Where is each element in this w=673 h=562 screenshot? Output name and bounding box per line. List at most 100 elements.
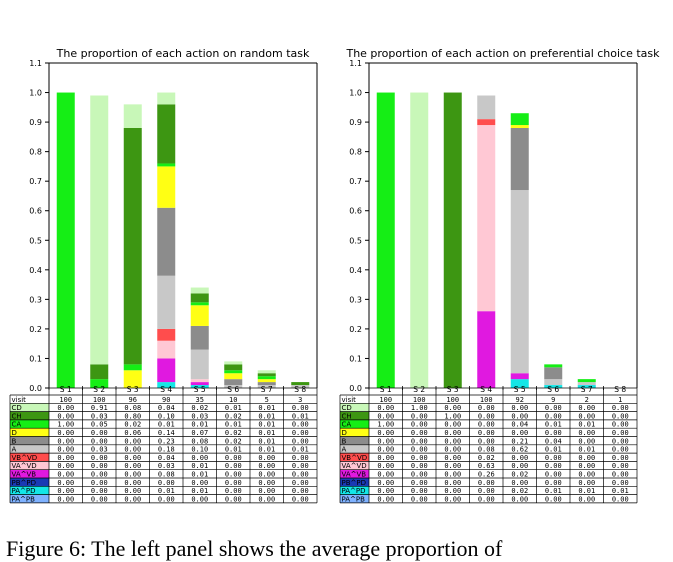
table-cell: 100 <box>413 396 426 404</box>
table-cell: 0.00 <box>377 479 394 487</box>
table-cell: 0.08 <box>478 446 495 454</box>
row-label: PA^PD <box>12 487 36 495</box>
table-cell: 0.00 <box>511 495 528 503</box>
table-cell: 0.01 <box>578 446 595 454</box>
bar-segment-a <box>291 385 310 388</box>
y-tick-label: 0.3 <box>349 295 362 304</box>
bar-segment-a <box>257 385 276 388</box>
bar-segment-a <box>510 190 529 374</box>
bar-segment-vb-vd <box>157 328 176 341</box>
y-tick-label: 0.0 <box>349 384 362 393</box>
row-label: CA <box>12 421 22 429</box>
table-cell: 0.00 <box>578 462 595 470</box>
table-cell: 0.01 <box>545 487 562 495</box>
table-cell: 0.02 <box>225 437 242 445</box>
table-cell: 0.04 <box>158 404 175 412</box>
table-cell: 0.00 <box>57 471 74 479</box>
table-cell: 0.21 <box>511 437 528 445</box>
table-cell: 0.00 <box>292 479 309 487</box>
table-cell: 90 <box>162 396 170 404</box>
y-tick-label: 0.7 <box>29 177 42 186</box>
table-cell: 0.07 <box>191 429 208 437</box>
category-label: S 8 <box>614 385 626 394</box>
table-cell: 0.01 <box>191 462 208 470</box>
table-cell: 0.02 <box>478 454 495 462</box>
y-tick-label: 1.1 <box>29 59 42 68</box>
bar-segment-a <box>477 95 496 120</box>
table-cell: 10 <box>229 396 237 404</box>
table-cell: 0.00 <box>258 479 275 487</box>
bar-segment-pa-pd <box>510 379 529 388</box>
table-cell: 0.00 <box>57 404 74 412</box>
bar-segment-ca <box>123 364 142 371</box>
table-cell: 0.03 <box>158 462 175 470</box>
y-tick-label: 0.7 <box>349 177 362 186</box>
table-cell: 0.01 <box>612 487 629 495</box>
bar-segment-cd <box>157 92 176 105</box>
bar-segment-a <box>157 275 176 329</box>
table-cell: 0.00 <box>444 479 461 487</box>
bar-segment-b <box>257 382 276 386</box>
table-cell: 0.00 <box>57 495 74 503</box>
table-cell: 0.00 <box>258 462 275 470</box>
table-cell: 0.00 <box>377 412 394 420</box>
bar-segment-b <box>224 379 243 386</box>
table-cell: 0.00 <box>57 437 74 445</box>
row-color-swatch <box>340 444 369 454</box>
table-cell: 0.00 <box>377 437 394 445</box>
table-cell: 0.00 <box>444 454 461 462</box>
table-cell: 0.00 <box>292 437 309 445</box>
row-color-swatch <box>10 436 49 445</box>
y-tick-label: 0.1 <box>349 354 362 363</box>
table-cell: 0.00 <box>91 479 108 487</box>
table-cell: 0.01 <box>545 421 562 429</box>
row-label: VB^VD <box>342 454 368 462</box>
table-cell: 0.00 <box>191 479 208 487</box>
table-cell: 0.00 <box>377 471 394 479</box>
figure-caption: Figure 6: The left panel shows the avera… <box>6 536 503 561</box>
bar-segment-ca <box>56 92 75 388</box>
table-cell: 0.00 <box>91 437 108 445</box>
table-cell: 100 <box>480 396 493 404</box>
table-cell: 0.00 <box>478 412 495 420</box>
table-cell: 9 <box>551 396 555 404</box>
table-cell: 0.00 <box>612 479 629 487</box>
table-cell: 0.10 <box>191 446 208 454</box>
table-cell: 0.00 <box>292 487 309 495</box>
table-cell: 0.00 <box>377 487 394 495</box>
table-cell: 0.00 <box>124 462 141 470</box>
table-cell: 0.01 <box>258 421 275 429</box>
table-cell: 0.00 <box>444 429 461 437</box>
bar-segment-a <box>577 382 596 386</box>
row-label: PA^PB <box>342 495 366 503</box>
table-cell: 0.04 <box>158 454 175 462</box>
y-tick-label: 0.4 <box>349 266 362 275</box>
row-color-swatch <box>10 453 49 462</box>
table-cell: 0.00 <box>292 471 309 479</box>
table-cell: 0.00 <box>612 446 629 454</box>
right-chart-panel: The proportion of each action on prefere… <box>339 47 660 503</box>
y-tick-label: 0.5 <box>349 236 362 245</box>
table-cell: 0.00 <box>411 462 428 470</box>
table-cell: 5 <box>265 396 269 404</box>
table-cell: 0.00 <box>545 462 562 470</box>
table-cell: 0.00 <box>258 454 275 462</box>
row-color-swatch <box>10 411 49 420</box>
table-cell: 0.01 <box>225 421 242 429</box>
category-label: S 2 <box>93 385 105 394</box>
table-cell: 0.00 <box>444 471 461 479</box>
bar-segment-ca <box>190 302 209 306</box>
table-cell: 0.01 <box>545 446 562 454</box>
row-label: D <box>12 429 17 437</box>
row-color-swatch <box>340 436 369 445</box>
y-tick-label: 1.1 <box>349 59 362 68</box>
table-cell: 0.00 <box>57 412 74 420</box>
table-cell: 0.00 <box>158 495 175 503</box>
category-label: S 7 <box>261 385 273 394</box>
table-cell: 0.00 <box>411 454 428 462</box>
table-cell: 0.00 <box>511 454 528 462</box>
table-cell: 0.00 <box>292 495 309 503</box>
bar-segment-va-vd <box>477 125 496 312</box>
table-cell: 0.00 <box>578 479 595 487</box>
